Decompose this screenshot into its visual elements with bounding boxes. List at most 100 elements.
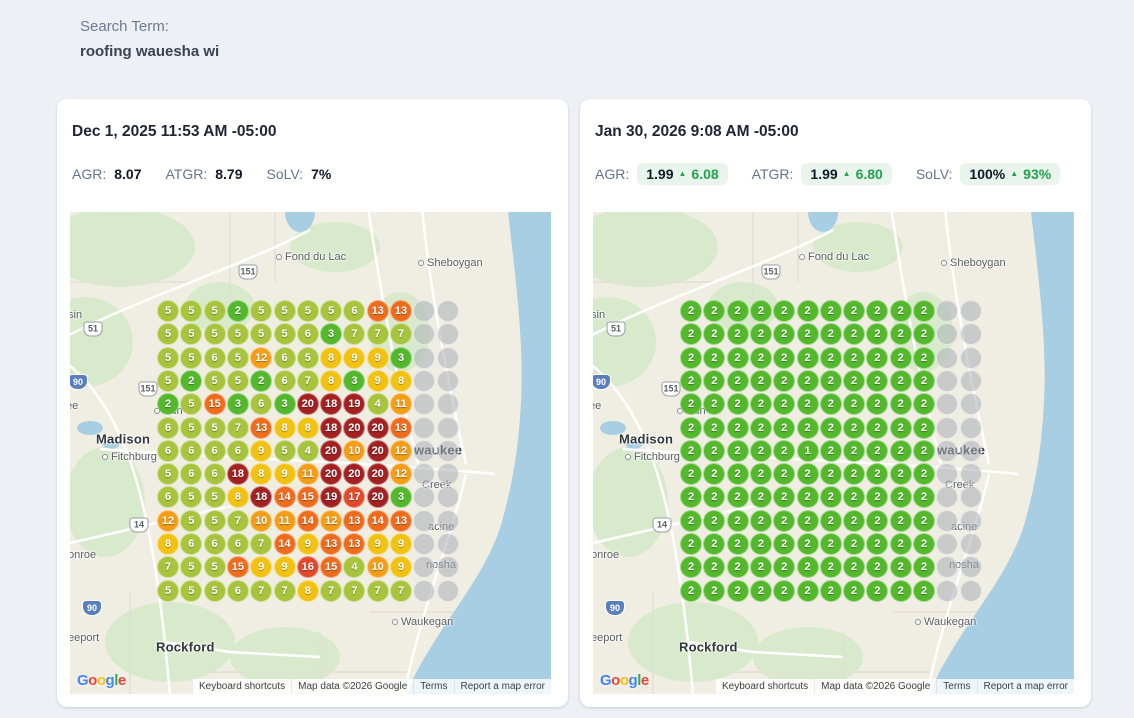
rank-pin[interactable]: 2 — [796, 300, 819, 322]
rank-pin-empty[interactable] — [936, 579, 959, 602]
rank-pin[interactable]: 2 — [819, 439, 842, 462]
rank-pin-empty[interactable] — [436, 533, 459, 555]
rank-pin[interactable]: 6 — [203, 533, 226, 555]
rank-pin[interactable]: 4 — [296, 439, 319, 462]
rank-pin-empty[interactable] — [436, 463, 459, 486]
rank-pin[interactable]: 2 — [773, 416, 796, 439]
rank-pin[interactable]: 2 — [773, 300, 796, 322]
rank-pin-empty[interactable] — [936, 346, 959, 369]
rank-pin[interactable]: 2 — [773, 393, 796, 416]
rank-pin[interactable]: 5 — [180, 346, 203, 369]
rank-pin[interactable]: 2 — [913, 416, 935, 439]
rank-pin[interactable]: 2 — [819, 579, 842, 602]
rank-pin[interactable]: 5 — [157, 463, 179, 486]
rank-pin[interactable]: 2 — [773, 486, 796, 509]
rank-pin[interactable]: 2 — [819, 369, 842, 392]
rank-pin-empty[interactable] — [413, 463, 436, 486]
rank-pin[interactable]: 5 — [157, 579, 179, 602]
rank-pin[interactable]: 2 — [680, 416, 702, 439]
rank-pin[interactable]: 2 — [843, 300, 866, 322]
rank-pin[interactable]: 20 — [320, 439, 343, 462]
rank-pin-empty[interactable] — [959, 346, 982, 369]
rank-pin[interactable]: 12 — [390, 463, 412, 486]
rank-pin[interactable]: 2 — [749, 439, 772, 462]
rank-pin[interactable]: 2 — [773, 439, 796, 462]
rank-pin[interactable]: 2 — [913, 579, 935, 602]
rank-pin[interactable]: 2 — [703, 346, 726, 369]
rank-pin[interactable]: 2 — [819, 416, 842, 439]
rank-pin[interactable]: 2 — [680, 393, 702, 416]
rank-pin[interactable]: 2 — [703, 323, 726, 346]
rank-pin[interactable]: 2 — [843, 463, 866, 486]
rank-pin-empty[interactable] — [959, 509, 982, 532]
rank-pin[interactable]: 2 — [726, 556, 749, 579]
rank-pin[interactable]: 2 — [913, 393, 935, 416]
rank-pin[interactable]: 2 — [796, 369, 819, 392]
rank-pin[interactable]: 9 — [390, 533, 412, 555]
rank-pin[interactable]: 8 — [273, 416, 296, 439]
rank-pin[interactable]: 2 — [703, 439, 726, 462]
rank-pin[interactable]: 2 — [913, 439, 935, 462]
rank-pin-empty[interactable] — [959, 556, 982, 579]
rank-pin[interactable]: 19 — [343, 393, 366, 416]
rank-pin[interactable]: 2 — [749, 533, 772, 555]
rank-pin[interactable]: 5 — [203, 579, 226, 602]
rank-pin-empty[interactable] — [936, 369, 959, 392]
rank-pin[interactable]: 2 — [866, 509, 889, 532]
rank-pin-empty[interactable] — [413, 486, 436, 509]
rank-pin[interactable]: 2 — [889, 533, 912, 555]
rank-pin[interactable]: 13 — [343, 533, 366, 555]
rank-pin[interactable]: 2 — [913, 533, 935, 555]
rank-pin[interactable]: 2 — [703, 486, 726, 509]
rank-pin[interactable]: 2 — [866, 533, 889, 555]
rank-pin[interactable]: 14 — [273, 486, 296, 509]
rank-pin[interactable]: 5 — [180, 509, 203, 532]
rank-pin[interactable]: 2 — [889, 369, 912, 392]
rank-pin-empty[interactable] — [436, 346, 459, 369]
rank-pin[interactable]: 2 — [680, 533, 702, 555]
rank-pin-empty[interactable] — [936, 393, 959, 416]
rank-pin[interactable]: 3 — [226, 393, 249, 416]
rank-pin[interactable]: 2 — [866, 369, 889, 392]
rank-pin[interactable]: 2 — [157, 393, 179, 416]
rank-pin[interactable]: 2 — [180, 369, 203, 392]
rank-pin[interactable]: 2 — [749, 486, 772, 509]
rank-pin-empty[interactable] — [959, 300, 982, 322]
rank-pin[interactable]: 6 — [273, 346, 296, 369]
rank-pin[interactable]: 7 — [250, 579, 273, 602]
rank-pin[interactable]: 2 — [773, 509, 796, 532]
rank-pin[interactable]: 11 — [390, 393, 412, 416]
rank-pin[interactable]: 2 — [773, 369, 796, 392]
rank-pin-empty[interactable] — [959, 393, 982, 416]
rank-pin[interactable]: 7 — [366, 579, 389, 602]
rank-pin[interactable]: 5 — [250, 323, 273, 346]
rank-pin[interactable]: 2 — [749, 556, 772, 579]
rank-pin-empty[interactable] — [436, 486, 459, 509]
rank-pin[interactable]: 7 — [343, 579, 366, 602]
rank-pin-empty[interactable] — [936, 486, 959, 509]
rank-pin[interactable]: 8 — [250, 463, 273, 486]
rank-pin[interactable]: 12 — [320, 509, 343, 532]
rank-pin[interactable]: 2 — [749, 579, 772, 602]
rank-pin-empty[interactable] — [936, 300, 959, 322]
rank-pin[interactable]: 2 — [889, 509, 912, 532]
rank-pin[interactable]: 2 — [796, 323, 819, 346]
rank-pin[interactable]: 18 — [320, 416, 343, 439]
rank-pin-empty[interactable] — [959, 463, 982, 486]
rank-pin[interactable]: 9 — [250, 439, 273, 462]
rank-pin[interactable]: 2 — [680, 346, 702, 369]
rank-pin[interactable]: 5 — [226, 323, 249, 346]
rank-pin[interactable]: 2 — [773, 346, 796, 369]
rank-pin[interactable]: 2 — [680, 463, 702, 486]
rank-pin[interactable]: 7 — [343, 323, 366, 346]
rank-pin-empty[interactable] — [936, 509, 959, 532]
rank-pin[interactable]: 14 — [366, 509, 389, 532]
rank-pin[interactable]: 13 — [250, 416, 273, 439]
rank-pin[interactable]: 2 — [773, 323, 796, 346]
rank-pin[interactable]: 2 — [796, 416, 819, 439]
rank-pin[interactable]: 6 — [226, 533, 249, 555]
rank-pin-empty[interactable] — [936, 416, 959, 439]
rank-pin[interactable]: 2 — [796, 346, 819, 369]
rank-pin[interactable]: 2 — [819, 486, 842, 509]
rank-pin-empty[interactable] — [413, 300, 436, 322]
